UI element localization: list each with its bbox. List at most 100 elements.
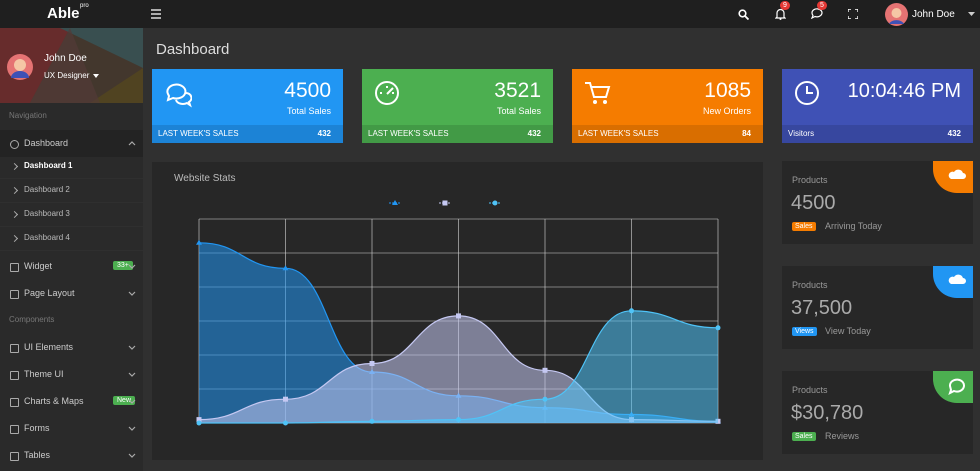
user-name[interactable]: John Doe (912, 9, 955, 20)
menu-item[interactable]: Widget 33+ (0, 253, 143, 280)
footer-value: 432 (527, 129, 541, 138)
menu-item[interactable]: UI Elements (0, 334, 143, 361)
stat-card[interactable]: 3521 Total Sales LAST WEEK'S SALES 432 (362, 69, 553, 143)
submenu-item[interactable]: Dashboard 2 (0, 178, 143, 203)
menu-icon (10, 452, 19, 461)
submenu-label: Dashboard 1 (24, 161, 73, 170)
data-point (456, 417, 461, 423)
card-icon (795, 81, 819, 105)
menu-label: Tables (24, 450, 51, 460)
legend-marker (492, 200, 498, 206)
product-label: Products (792, 385, 828, 395)
menu-icon (10, 371, 19, 380)
product-badge: Views (792, 327, 817, 336)
footer-value: 432 (317, 129, 331, 138)
chevron (128, 141, 136, 146)
data-point (369, 418, 375, 424)
series-area (199, 310, 718, 423)
menu-label: Forms (24, 423, 50, 433)
chevron (128, 372, 136, 377)
stat-card[interactable]: 1085 New Orders LAST WEEK'S SALES 84 (572, 69, 763, 143)
bell-badge: 9 (780, 1, 790, 10)
chat-badge: 5 (817, 1, 827, 10)
data-point (715, 325, 721, 331)
menu-icon (10, 344, 19, 353)
data-point (542, 367, 548, 373)
data-point (283, 396, 288, 402)
card-value: 1085 (704, 79, 751, 102)
card-label: Total Sales (286, 106, 331, 116)
menu-label: Dashboard (24, 138, 69, 148)
data-point (282, 265, 289, 271)
fullscreen-icon[interactable] (848, 9, 858, 19)
profile-role[interactable]: UX Designer (44, 71, 90, 80)
product-value: $30,780 (791, 402, 864, 424)
product-note: View Today (825, 326, 871, 336)
submenu-arrow (10, 210, 19, 219)
data-point (283, 420, 288, 426)
top-bar: Able pro 9 5 John Doe (0, 0, 980, 28)
product-card[interactable]: Products 4500 Sales Arriving Today (782, 161, 973, 244)
user-avatar[interactable] (885, 3, 908, 26)
logo-sup: pro (80, 3, 89, 9)
card-label: New Orders (702, 106, 751, 116)
data-point (629, 308, 634, 314)
product-card[interactable]: Products $30,780 Sales Reviews (782, 371, 973, 454)
data-point (456, 313, 461, 319)
card-value: 10:04:46 PM (847, 80, 961, 102)
card-icon (166, 83, 192, 108)
profile-name: John Doe (44, 53, 87, 64)
footer-text: Visitors (788, 129, 815, 138)
logo[interactable]: Able (47, 5, 80, 22)
menu-toggle[interactable] (151, 9, 162, 19)
menu-item[interactable]: Tables (0, 442, 143, 469)
chevron (128, 453, 136, 458)
submenu-arrow (10, 162, 19, 171)
menu-label: Widget (24, 261, 53, 271)
search-icon[interactable] (738, 9, 749, 20)
profile-background (0, 28, 143, 103)
submenu-label: Dashboard 4 (24, 233, 70, 242)
profile-caret (93, 74, 99, 78)
menu-badge: 33+ (113, 261, 133, 270)
submenu-item[interactable]: Dashboard 3 (0, 202, 143, 227)
footer-text: LAST WEEK'S SALES (578, 129, 659, 138)
chart-title: Website Stats (174, 173, 236, 184)
menu-badge: New (113, 396, 136, 405)
stat-card[interactable]: 10:04:46 PM Visitors 432 (782, 69, 973, 143)
menu-item[interactable]: Theme UI (0, 361, 143, 388)
card-footer: LAST WEEK'S SALES 84 (572, 125, 763, 143)
product-badge: Sales (792, 222, 816, 231)
chat-icon[interactable] (811, 8, 823, 19)
stat-card[interactable]: 4500 Total Sales LAST WEEK'S SALES 432 (152, 69, 343, 143)
product-note: Reviews (825, 431, 860, 441)
chevron (128, 264, 136, 269)
menu-item[interactable]: Forms (0, 415, 143, 442)
submenu-item[interactable]: Dashboard 1 (0, 154, 143, 179)
bell-icon[interactable] (775, 8, 786, 20)
corner-icon (933, 161, 973, 193)
chart-panel: Website Stats (152, 162, 763, 460)
menu-item[interactable]: Charts & Maps New (0, 388, 143, 415)
sidebar: John Doe UX Designer Navigation Dashboard… (0, 28, 143, 471)
data-point (542, 396, 548, 402)
product-badge: Sales (792, 432, 816, 441)
footer-text: LAST WEEK'S SALES (368, 129, 449, 138)
data-point (196, 417, 202, 423)
menu-item[interactable]: Page Layout (0, 280, 143, 307)
product-card[interactable]: Products 37,500 Views View Today (782, 266, 973, 349)
menu-section-title: Navigation (9, 111, 47, 120)
card-value: 3521 (494, 79, 541, 102)
series-area (199, 242, 718, 423)
submenu-label: Dashboard 3 (24, 209, 70, 218)
footer-text: LAST WEEK'S SALES (158, 129, 239, 138)
user-caret (968, 12, 975, 16)
menu-item[interactable]: Dashboard (0, 130, 143, 157)
chevron (128, 291, 136, 296)
submenu-item[interactable]: Dashboard 4 (0, 226, 143, 251)
menu-label: Page Layout (24, 288, 75, 298)
chevron (128, 426, 136, 431)
card-footer: LAST WEEK'S SALES 432 (152, 125, 343, 143)
menu-icon (10, 140, 19, 149)
